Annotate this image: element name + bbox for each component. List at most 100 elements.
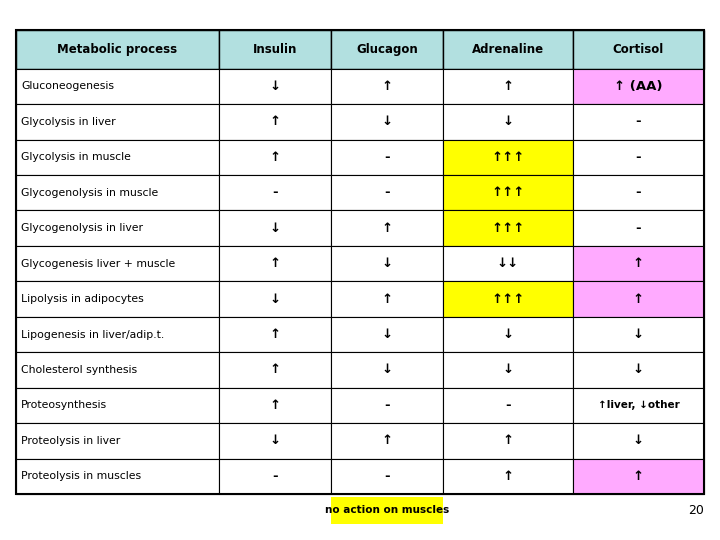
Text: -: -	[636, 186, 642, 199]
Text: Cortisol: Cortisol	[613, 43, 664, 56]
Text: ↓↓: ↓↓	[497, 257, 519, 270]
Text: ↓: ↓	[269, 293, 281, 306]
Text: Metabolic process: Metabolic process	[58, 43, 177, 56]
Text: ↑↑↑: ↑↑↑	[491, 186, 525, 199]
Text: ↑: ↑	[382, 80, 392, 93]
Bar	[331, 246, 444, 281]
Text: Glycolysis in liver: Glycolysis in liver	[21, 117, 115, 127]
Bar	[444, 211, 572, 246]
Text: Lipolysis in adipocytes: Lipolysis in adipocytes	[21, 294, 143, 304]
Bar	[572, 211, 704, 246]
Text: ↑: ↑	[633, 470, 644, 483]
Text: -: -	[505, 399, 510, 412]
Bar	[572, 175, 704, 211]
Bar	[331, 317, 444, 352]
Text: ↑: ↑	[269, 115, 281, 129]
Bar	[572, 139, 704, 175]
Bar	[16, 317, 219, 352]
Text: -: -	[636, 151, 642, 164]
Text: ↑: ↑	[633, 257, 644, 270]
Text: ↓: ↓	[269, 221, 281, 235]
Bar	[444, 139, 572, 175]
Bar	[16, 388, 219, 423]
Bar	[16, 175, 219, 211]
Text: Glucagon: Glucagon	[356, 43, 418, 56]
Bar	[219, 317, 331, 352]
Bar	[219, 246, 331, 281]
Text: ↑↑↑: ↑↑↑	[491, 221, 525, 235]
Bar	[331, 388, 444, 423]
Bar	[572, 352, 704, 388]
Text: -: -	[384, 151, 390, 164]
Bar	[219, 30, 331, 69]
Bar	[444, 423, 572, 458]
Text: ↑: ↑	[269, 257, 281, 270]
Bar	[331, 423, 444, 458]
Text: -: -	[636, 221, 642, 235]
Bar	[219, 388, 331, 423]
Bar	[572, 388, 704, 423]
Text: ↓: ↓	[382, 257, 392, 270]
Text: ↓: ↓	[503, 363, 513, 376]
Bar	[572, 317, 704, 352]
Bar	[331, 104, 444, 139]
Bar	[331, 175, 444, 211]
Text: ↑: ↑	[269, 399, 281, 412]
Bar	[16, 458, 219, 494]
Bar	[16, 139, 219, 175]
Bar	[331, 458, 444, 494]
Bar	[219, 139, 331, 175]
Bar	[444, 317, 572, 352]
Text: ↑: ↑	[503, 80, 513, 93]
Text: ↑: ↑	[269, 151, 281, 164]
Bar	[331, 497, 444, 524]
Text: ↓: ↓	[382, 328, 392, 341]
Text: Proteolysis in liver: Proteolysis in liver	[21, 436, 120, 446]
Text: Glycogenesis liver + muscle: Glycogenesis liver + muscle	[21, 259, 175, 268]
Bar	[444, 30, 572, 69]
Bar	[331, 69, 444, 104]
Bar	[219, 423, 331, 458]
Text: Proteolysis in muscles: Proteolysis in muscles	[21, 471, 141, 481]
Text: Gluconeogenesis: Gluconeogenesis	[21, 82, 114, 91]
Bar	[219, 175, 331, 211]
Bar	[444, 352, 572, 388]
Text: ↑liver, ↓other: ↑liver, ↓other	[598, 401, 679, 410]
Bar	[219, 458, 331, 494]
Bar	[219, 352, 331, 388]
Text: ↑ (AA): ↑ (AA)	[614, 80, 662, 93]
Text: -: -	[384, 470, 390, 483]
Bar	[331, 139, 444, 175]
Bar	[444, 458, 572, 494]
Text: -: -	[384, 399, 390, 412]
Bar	[444, 104, 572, 139]
Text: ↑: ↑	[503, 434, 513, 448]
Text: 20: 20	[688, 504, 704, 517]
Bar	[444, 69, 572, 104]
Bar	[444, 388, 572, 423]
Text: ↓: ↓	[503, 115, 513, 129]
Bar	[16, 423, 219, 458]
Text: ↓: ↓	[382, 115, 392, 129]
Bar	[16, 30, 704, 494]
Bar	[444, 281, 572, 317]
Bar	[331, 281, 444, 317]
Bar	[572, 104, 704, 139]
Text: ↑: ↑	[382, 293, 392, 306]
Text: ↓: ↓	[503, 328, 513, 341]
Text: -: -	[384, 186, 390, 199]
Text: ↓: ↓	[633, 363, 644, 376]
Bar	[219, 281, 331, 317]
Text: ↓: ↓	[269, 434, 281, 448]
Text: no action on muscles: no action on muscles	[325, 505, 449, 515]
Bar	[219, 211, 331, 246]
Text: ↑: ↑	[382, 221, 392, 235]
Text: -: -	[272, 470, 278, 483]
Bar	[219, 69, 331, 104]
Text: Lipogenesis in liver/adip.t.: Lipogenesis in liver/adip.t.	[21, 329, 164, 340]
Bar	[219, 104, 331, 139]
Text: ↑↑↑: ↑↑↑	[491, 151, 525, 164]
Text: Insulin: Insulin	[253, 43, 297, 56]
Text: ↑: ↑	[382, 434, 392, 448]
Text: ↓: ↓	[382, 363, 392, 376]
